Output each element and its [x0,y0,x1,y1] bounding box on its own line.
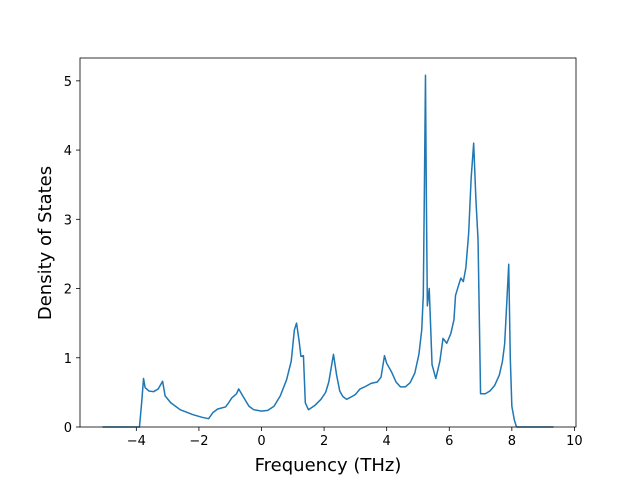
x-tick-label: −2 [189,434,208,449]
y-tick-label: 4 [64,144,72,159]
y-tick-label: 0 [64,421,72,436]
x-tick-label: −4 [127,434,146,449]
x-tick-label: 0 [257,434,265,449]
x-tick-label: 10 [566,434,583,449]
y-axis-label: Density of States [35,166,56,320]
y-tick-label: 1 [64,352,72,367]
plot-frame [79,57,577,428]
y-tick-label: 3 [64,213,72,228]
x-tick-label: 2 [320,434,328,449]
line-series [102,74,554,428]
y-tick-label: 5 [64,75,72,90]
y-tick-label: 2 [64,283,72,298]
x-axis-label: Frequency (THz) [255,455,402,476]
x-tick-label: 8 [508,434,516,449]
x-tick-label: 4 [383,434,391,449]
x-tick-label: 6 [445,434,453,449]
